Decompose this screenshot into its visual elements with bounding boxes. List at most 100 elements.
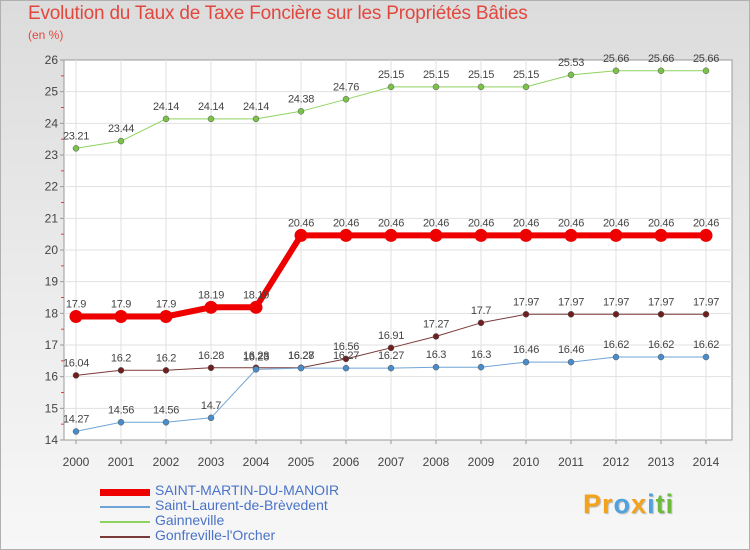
data-label: 16.56: [333, 341, 359, 353]
data-label: 18.19: [198, 289, 224, 301]
legend-item-gainneville[interactable]: Gainneville: [100, 512, 420, 529]
y-tick-label: 18: [45, 306, 59, 320]
logo-letter: i: [665, 489, 675, 519]
legend-label: SAINT-MARTIN-DU-MANOIR: [155, 482, 340, 498]
logo-letter: P: [583, 489, 603, 519]
data-label: 20.46: [513, 217, 539, 229]
y-tick-label: 25: [45, 85, 59, 99]
data-label: 17.97: [513, 296, 539, 308]
data-label: 25.15: [423, 69, 449, 81]
data-point: [207, 414, 215, 422]
data-point: [339, 228, 353, 242]
legend-swatch: [100, 506, 150, 508]
legend-swatch: [100, 536, 150, 538]
x-tick-label: 2012: [603, 455, 630, 469]
data-point: [162, 115, 170, 123]
legend-item-gonfreville-l-orcher[interactable]: Gonfreville-l'Orcher: [100, 527, 420, 544]
data-point: [72, 145, 80, 152]
logo-letter: o: [613, 489, 632, 519]
data-label: 16.3: [471, 349, 491, 361]
data-label: 16.46: [513, 344, 539, 356]
data-point: [702, 67, 710, 75]
data-point: [162, 419, 170, 426]
data-point: [564, 228, 578, 242]
data-label: 25.15: [378, 69, 404, 81]
x-tick-label: 2011: [558, 455, 584, 469]
data-point: [477, 319, 485, 327]
unit-label: (en %): [28, 28, 64, 42]
y-tick-label: 19: [45, 275, 59, 289]
data-point: [567, 358, 575, 366]
data-label: 25.66: [693, 53, 719, 65]
logo-letter: r: [602, 489, 614, 519]
data-point: [114, 310, 128, 323]
legend-item-saint-martin-du-manoir[interactable]: SAINT-MARTIN-DU-MANOIR: [100, 482, 420, 499]
y-tick-label: 20: [45, 243, 59, 257]
x-tick-label: 2002: [153, 455, 180, 469]
x-tick-label: 2001: [108, 455, 135, 469]
data-label: 20.46: [423, 217, 449, 229]
legend-swatch: [100, 488, 150, 496]
x-tick-label: 2009: [468, 455, 495, 469]
data-label: 20.46: [288, 217, 314, 229]
data-point: [567, 71, 575, 79]
data-label: 20.46: [648, 217, 674, 229]
data-point: [117, 137, 125, 145]
data-point: [702, 311, 710, 318]
data-label: 16.28: [198, 350, 224, 362]
data-point: [699, 228, 713, 242]
y-tick-label: 17: [45, 338, 59, 352]
data-point: [432, 83, 440, 91]
data-point: [432, 333, 440, 340]
data-point: [519, 228, 533, 242]
logo-letter: i: [647, 489, 656, 519]
legend-label: Saint-Laurent-de-Brèvedent: [155, 497, 328, 513]
data-label: 20.46: [378, 217, 404, 229]
data-point: [609, 228, 623, 242]
data-label: 16.2: [156, 352, 176, 364]
data-point: [384, 228, 398, 242]
data-point: [387, 344, 395, 352]
data-label: 17.9: [111, 299, 131, 311]
data-label: 16.04: [63, 357, 89, 369]
data-point: [654, 228, 668, 242]
x-tick-label: 2010: [513, 455, 540, 469]
data-label: 16.28: [243, 350, 269, 362]
data-point: [387, 83, 395, 91]
data-point: [72, 428, 80, 435]
data-point: [204, 300, 218, 314]
data-label: 24.14: [198, 101, 224, 113]
data-point: [342, 364, 350, 372]
x-tick-label: 2000: [63, 455, 90, 469]
data-point: [207, 115, 215, 123]
data-point: [522, 311, 530, 318]
y-tick-label: 21: [45, 211, 59, 225]
data-point: [297, 108, 305, 115]
data-point: [474, 228, 488, 242]
series-group: [69, 67, 713, 435]
data-point: [297, 364, 305, 372]
data-point: [612, 67, 620, 75]
data-label: 24.76: [333, 81, 359, 93]
data-label: 25.15: [468, 69, 494, 81]
data-point: [252, 366, 260, 373]
data-point: [429, 228, 443, 242]
data-point: [657, 67, 665, 75]
data-point: [702, 353, 710, 361]
data-label: 17.97: [693, 296, 719, 308]
data-label: 14.56: [153, 404, 179, 416]
data-point: [477, 363, 485, 371]
y-tick-label: 16: [45, 370, 59, 384]
data-point: [159, 310, 173, 323]
legend-item-saint-laurent-de-brevedent[interactable]: Saint-Laurent-de-Brèvedent: [100, 497, 420, 514]
data-point: [387, 364, 395, 372]
data-label: 23.44: [108, 123, 134, 135]
data-label: 16.62: [603, 339, 629, 351]
data-label: 20.46: [693, 217, 719, 229]
logo-letter: x: [631, 489, 648, 519]
grid-lines: [64, 60, 732, 440]
data-point: [249, 300, 263, 314]
x-tick-label: 2005: [288, 455, 315, 469]
data-label: 16.27: [288, 350, 314, 362]
